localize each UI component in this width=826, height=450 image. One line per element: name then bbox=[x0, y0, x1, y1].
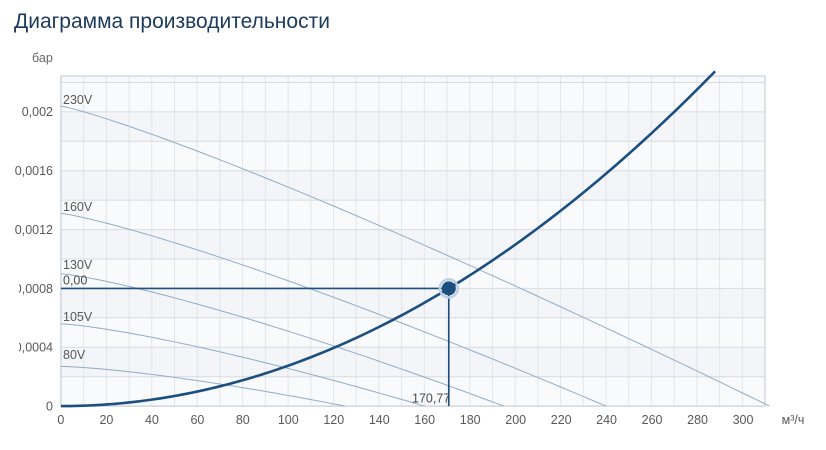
svg-text:160V: 160V bbox=[63, 200, 93, 214]
svg-text:40: 40 bbox=[145, 413, 159, 427]
svg-text:0,00: 0,00 bbox=[63, 274, 87, 288]
svg-text:170,77: 170,77 bbox=[412, 392, 450, 406]
svg-text:60: 60 bbox=[190, 413, 204, 427]
svg-text:300: 300 bbox=[733, 413, 754, 427]
svg-text:220: 220 bbox=[551, 413, 572, 427]
svg-text:280: 280 bbox=[687, 413, 708, 427]
svg-text:80: 80 bbox=[236, 413, 250, 427]
svg-text:0,0004: 0,0004 bbox=[15, 341, 53, 355]
svg-text:200: 200 bbox=[505, 413, 526, 427]
svg-text:100: 100 bbox=[278, 413, 299, 427]
svg-text:0,0012: 0,0012 bbox=[15, 223, 53, 237]
svg-text:140: 140 bbox=[369, 413, 390, 427]
svg-text:0,0008: 0,0008 bbox=[15, 282, 53, 296]
svg-text:180: 180 bbox=[460, 413, 481, 427]
svg-text:240: 240 bbox=[596, 413, 617, 427]
svg-text:20: 20 bbox=[99, 413, 113, 427]
svg-text:130V: 130V bbox=[63, 258, 93, 272]
svg-text:0: 0 bbox=[46, 400, 53, 414]
svg-text:160: 160 bbox=[414, 413, 435, 427]
svg-text:м³/ч: м³/ч bbox=[782, 413, 805, 427]
svg-text:80V: 80V bbox=[63, 348, 86, 362]
svg-text:0,0016: 0,0016 bbox=[15, 164, 53, 178]
svg-text:бар: бар bbox=[32, 51, 53, 65]
svg-text:230V: 230V bbox=[63, 93, 93, 107]
svg-text:0: 0 bbox=[57, 413, 64, 427]
svg-text:120: 120 bbox=[323, 413, 344, 427]
svg-text:105V: 105V bbox=[63, 310, 93, 324]
svg-text:0,002: 0,002 bbox=[22, 105, 53, 119]
svg-text:260: 260 bbox=[642, 413, 663, 427]
